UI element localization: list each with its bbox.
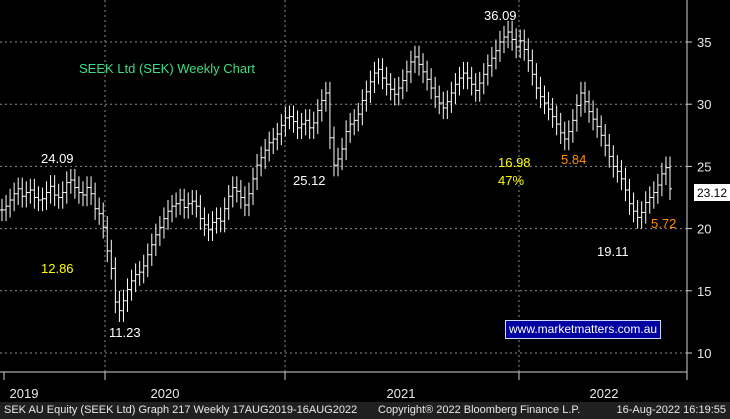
annotation-label: 5.72 (651, 216, 676, 231)
price-series (0, 20, 672, 322)
last-price-value: 23.12 (697, 186, 727, 200)
x-tick-labels: 2019 2020 2021 2022 (3, 372, 688, 401)
annotation-label: 16.98 (498, 155, 531, 170)
annotation-label: 19.11 (597, 244, 629, 259)
x-tick-label: 2021 (387, 386, 416, 401)
x-tick-label: 2019 (10, 386, 39, 401)
footer-right: 16-Aug-2022 16:19:55 (616, 404, 726, 416)
annotation-label: 12.86 (41, 261, 74, 276)
x-grid-lines (104, 0, 520, 372)
x-tick-label: 2020 (151, 386, 180, 401)
y-tick-label: 30 (697, 97, 711, 112)
y-tick-label: 10 (697, 346, 711, 361)
last-price-label: 23.12 (694, 184, 730, 201)
footer-left: SEK AU Equity (SEEK Ltd) Graph 217 Weekl… (4, 404, 358, 416)
y-tick-labels: 10 15 20 25 30 35 (687, 35, 711, 361)
annotations: 24.09 12.86 11.23 25.12 36.09 16.98 47% 5.84 19.… (41, 8, 676, 340)
annotation-label: 36.09 (484, 8, 517, 23)
annotation-label: 24.09 (41, 151, 74, 166)
watermark: www.marketmatters.com.au (505, 320, 662, 339)
y-tick-label: 20 (697, 222, 711, 237)
x-tick-label: 2022 (590, 386, 619, 401)
annotation-label: 5.84 (561, 152, 586, 167)
annotation-label: 25.12 (293, 173, 326, 188)
y-tick-label: 15 (697, 284, 711, 299)
y-tick-label: 25 (697, 159, 711, 174)
footer-bar: SEK AU Equity (SEEK Ltd) Graph 217 Weekl… (0, 402, 730, 419)
annotation-label: 47% (498, 173, 524, 188)
chart-title: SEEK Ltd (SEK) Weekly Chart (79, 61, 255, 76)
y-tick-label: 35 (697, 35, 711, 50)
last-price-box (694, 184, 730, 201)
annotation-label: 11.23 (109, 325, 141, 340)
footer-center: Copyright® 2022 Bloomberg Finance L.P. (378, 404, 581, 416)
